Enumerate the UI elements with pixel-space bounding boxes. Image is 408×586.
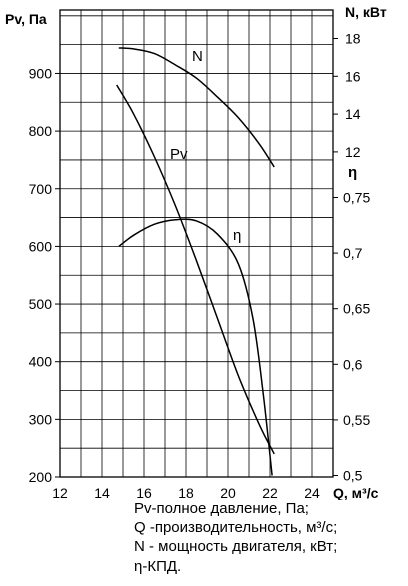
y-eff-tick-label: 0,75 (343, 190, 370, 206)
legend-eta: η-КПД. (134, 557, 182, 575)
x-tick-label: 12 (52, 485, 68, 500)
series-eff-label: η (233, 227, 241, 244)
x-tick-label: 24 (304, 485, 320, 500)
y-left-tick-label: 700 (29, 181, 53, 197)
y-left-tick-label: 200 (29, 469, 53, 485)
x-tick-label: 16 (136, 485, 152, 500)
y-left-tick-label: 500 (29, 296, 53, 312)
y-left-tick-label: 300 (29, 411, 53, 427)
y-left-tick-label: 400 (29, 354, 53, 370)
y-power-tick-label: 18 (345, 31, 361, 47)
legend-q: Q -производительность, м³/с; (134, 519, 338, 537)
y-power-tick-label: 14 (345, 106, 361, 122)
series-eff-line (118, 218, 273, 476)
series-power-line (118, 47, 275, 168)
y-eff-tick-label: 0,55 (343, 412, 370, 428)
legend-n: N - мощность двигателя, кВт; (134, 538, 338, 556)
series-pressure-label: Pv (170, 146, 188, 163)
y-left-axis-label: Pv, Па (5, 11, 47, 27)
legend-pv: Pv-полное давление, Па; (134, 500, 309, 517)
y-eff-tick-label: 0,6 (343, 356, 363, 372)
fan-performance-chart: 200 300 400 500 600 700 800 900 Pv, Па 12 14 16 18 20… (5, 4, 387, 500)
series-power-label: N (192, 48, 203, 65)
x-tick-label: 20 (220, 485, 236, 500)
y-eff-tick-label: 0,5 (343, 468, 363, 484)
x-axis-label: Q, м³/с (333, 485, 379, 500)
y-eff-tick-label: 0,7 (343, 245, 363, 261)
x-tick-label: 18 (178, 485, 194, 500)
y-left-tick-label: 900 (29, 65, 53, 81)
x-tick-label: 14 (94, 485, 110, 500)
legend: Pv-полное давление, Па; Q -производитель… (134, 499, 337, 576)
x-tick-label: 22 (262, 485, 278, 500)
series-pressure-line (116, 84, 275, 455)
y-eff-axis-label: η (348, 164, 357, 181)
y-left-tick-label: 600 (29, 238, 53, 254)
y-eff-tick-label: 0,65 (343, 301, 370, 317)
y-power-axis-label: N, кВт (345, 4, 387, 20)
y-power-tick-label: 12 (345, 144, 361, 160)
y-power-tick-label: 16 (345, 68, 361, 84)
plot-frame (59, 9, 334, 478)
y-left-tick-label: 800 (29, 123, 53, 139)
